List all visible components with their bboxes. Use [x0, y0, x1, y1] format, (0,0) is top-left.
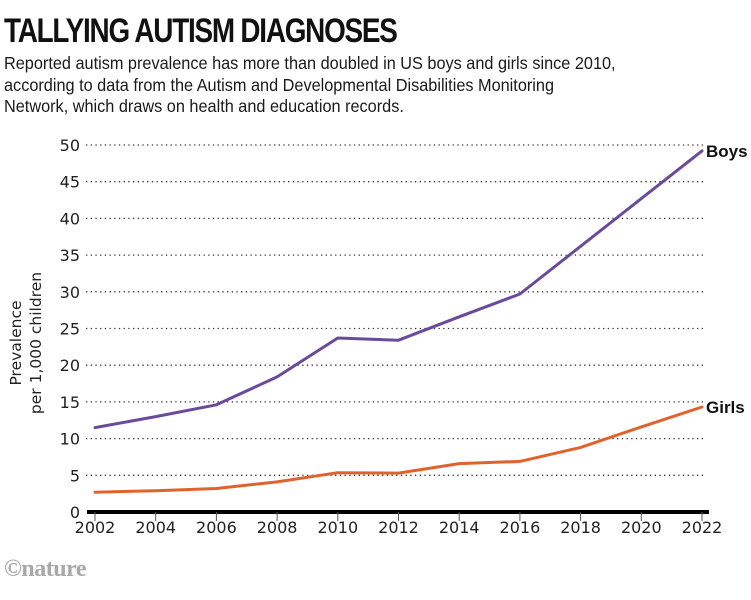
chart-subtitle: Reported autism prevalence has more than… — [4, 53, 692, 118]
series-label-girls: Girls — [706, 398, 745, 417]
x-tick-label: 2016 — [500, 518, 541, 537]
series-label-boys: Boys — [706, 142, 748, 161]
x-tick-label: 2008 — [257, 518, 298, 537]
chart-title: TALLYING AUTISM DIAGNOSES — [4, 12, 398, 50]
y-tick-label: 10 — [60, 430, 80, 449]
subtitle-line: according to data from the Autism and De… — [4, 74, 555, 95]
gridlines — [86, 144, 703, 476]
y-tick-label: 20 — [60, 356, 80, 375]
x-tick-label: 2010 — [317, 518, 358, 537]
x-tick-label: 2006 — [196, 518, 237, 537]
x-axis: 2002 2004 2006 2008 2010 2012 2014 2016 2018 2020… — [75, 510, 723, 537]
subtitle-line: Reported autism prevalence has more than… — [4, 53, 616, 73]
y-axis-ticks: 0 5 10 15 20 25 30 35 40 45 50 — [60, 136, 80, 522]
y-tick-label: 25 — [60, 320, 80, 339]
y-axis-label-line: per 1,000 children — [27, 272, 45, 414]
nature-logo: ©nature — [4, 556, 87, 582]
y-tick-label: 40 — [60, 209, 80, 228]
y-tick-label: 35 — [60, 246, 80, 265]
x-tick-label: 2018 — [560, 518, 601, 537]
series-line-girls — [93, 405, 704, 494]
x-tick-label: 2020 — [621, 518, 662, 537]
series-lines: Boys Girls — [93, 142, 748, 494]
x-tick-label: 2004 — [135, 518, 176, 537]
series-line-boys — [93, 149, 704, 430]
y-axis-label-line: Prevalence — [7, 300, 25, 385]
subtitle-line: Network, which draws on health and educa… — [4, 96, 404, 116]
y-tick-label: 15 — [60, 393, 80, 412]
y-tick-label: 30 — [60, 283, 80, 302]
y-axis-label: Prevalence per 1,000 children — [7, 272, 45, 414]
x-tick-label: 2014 — [439, 518, 480, 537]
x-tick-label: 2022 — [682, 518, 723, 537]
x-tick-label: 2012 — [378, 518, 419, 537]
y-tick-label: 45 — [60, 173, 80, 192]
y-tick-label: 0 — [70, 503, 80, 522]
y-tick-label: 5 — [70, 466, 80, 485]
x-tick-label: 2002 — [75, 518, 116, 537]
y-tick-label: 50 — [60, 136, 80, 155]
